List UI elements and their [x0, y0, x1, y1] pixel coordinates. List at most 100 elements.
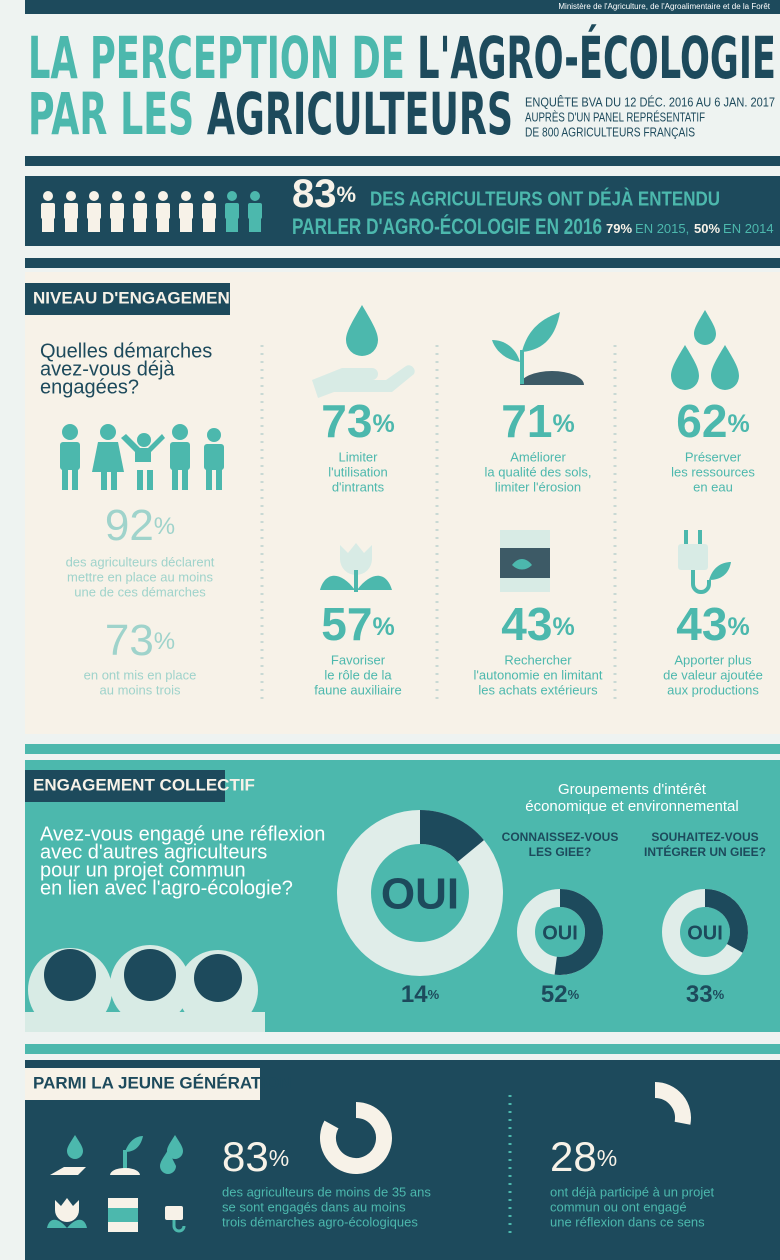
- percent-value: 73: [105, 616, 154, 665]
- action-label: Limiter: [338, 449, 378, 464]
- person-head: [112, 191, 122, 201]
- giee-question: CONNAISSEZ-VOUS: [502, 830, 619, 844]
- percent-value: 83: [222, 1133, 269, 1180]
- percent-sign: %: [154, 628, 175, 655]
- action-label: d'intrants: [332, 479, 385, 494]
- percent-sign: %: [269, 1145, 289, 1171]
- percent-sign: %: [372, 410, 394, 438]
- person-body: [133, 203, 147, 219]
- young-text: commun ou ont engagé: [550, 1199, 687, 1214]
- action-label: le rôle de la: [324, 667, 392, 682]
- person-body: [41, 203, 55, 219]
- percent-sign: %: [708, 221, 720, 236]
- person-body: [87, 203, 101, 219]
- percent-sign: %: [337, 182, 357, 207]
- stat-text: en ont mis en place: [84, 667, 197, 682]
- action-label: faune auxiliaire: [314, 682, 401, 697]
- giee-question: SOUHAITEZ-VOUS: [651, 830, 758, 844]
- stat-text: une de ces démarches: [74, 584, 206, 599]
- action-label: de valeur ajoutée: [663, 667, 763, 682]
- young-text: trois démarches agro-écologiques: [222, 1214, 418, 1229]
- person-head: [250, 191, 260, 201]
- person-legs: [226, 218, 238, 232]
- person-legs: [180, 218, 192, 232]
- action-label: Améliorer: [510, 449, 566, 464]
- young-text: ont déjà participé à un projet: [550, 1184, 714, 1199]
- person-legs: [203, 218, 215, 232]
- percent-value: 14: [401, 981, 428, 1008]
- donut-label: OUI: [687, 922, 723, 944]
- history-text: EN 2015,: [635, 221, 689, 236]
- action-label: en eau: [693, 479, 733, 494]
- person-body: [110, 203, 124, 219]
- infographic: Ministère de l'Agriculture, de l'Agroali…: [0, 0, 780, 1260]
- person-head: [204, 191, 214, 201]
- person-head: [89, 191, 99, 201]
- percent-sign: %: [620, 221, 632, 236]
- divider: [25, 258, 780, 268]
- action-label: l'utilisation: [328, 464, 388, 479]
- young-text: une réflexion dans ce sens: [550, 1214, 705, 1229]
- awareness-text: PARLER D'AGRO-ÉCOLOGIE EN 2016: [292, 214, 602, 239]
- action-label: les achats extérieurs: [478, 682, 598, 697]
- icon-faces: [25, 945, 265, 1032]
- percent-sign: %: [568, 987, 580, 1002]
- giee-title: Groupements d'intérêt: [558, 781, 707, 798]
- source: Ministère de l'Agriculture, de l'Agroali…: [558, 2, 770, 11]
- percent-sign: %: [597, 1145, 617, 1171]
- survey-line: DE 800 AGRICULTEURS FRANÇAIS: [525, 124, 695, 139]
- section-heading: NIVEAU D'ENGAGEMENT: [33, 288, 241, 307]
- percent-value: 73: [321, 395, 372, 447]
- person-body: [225, 203, 239, 219]
- awareness-history: 50%EN 2014: [694, 221, 774, 236]
- action-label: Apporter plus: [674, 652, 752, 667]
- person-body: [179, 203, 193, 219]
- percent-sign: %: [552, 410, 574, 438]
- percent-sign: %: [727, 613, 749, 641]
- percent-value: 43: [501, 598, 552, 650]
- action-label: Rechercher: [504, 652, 572, 667]
- percent-value: 43: [676, 598, 727, 650]
- person-legs: [157, 218, 169, 232]
- title-part: PAR LES: [28, 80, 207, 148]
- survey-line: AUPRÈS D'UN PANEL REPRÉSENTATIF: [525, 109, 705, 124]
- person-legs: [88, 218, 100, 232]
- percent-value: 50: [694, 221, 708, 236]
- percent-value: 33: [686, 981, 713, 1008]
- percent-value: 52: [541, 981, 568, 1008]
- awareness-history: 79%EN 2015,: [606, 221, 689, 236]
- young-text: des agriculteurs de moins de 35 ans: [222, 1184, 431, 1199]
- action-label: les ressources: [671, 464, 755, 479]
- percent-value: 62: [676, 395, 727, 447]
- person-head: [227, 191, 237, 201]
- giee-title: économique et environnemental: [525, 798, 738, 815]
- percent-value: 71: [501, 395, 552, 447]
- donut-label: OUI: [381, 870, 459, 919]
- percent-sign: %: [154, 513, 175, 540]
- survey-line: ENQUÊTE BVA DU 12 DÉC. 2016 AU 6 JAN. 20…: [525, 94, 775, 109]
- divider: [25, 744, 780, 754]
- action-label: limiter l'érosion: [495, 479, 581, 494]
- percent-sign: %: [428, 987, 440, 1002]
- percent-value: 92: [105, 501, 154, 550]
- section-heading: ENGAGEMENT COLLECTIF: [33, 775, 255, 794]
- percent-sign: %: [552, 613, 574, 641]
- stat-text: au moins trois: [100, 682, 181, 697]
- history-text: EN 2014: [723, 221, 774, 236]
- page: Ministère de l'Agriculture, de l'Agroali…: [0, 0, 780, 1260]
- person-head: [181, 191, 191, 201]
- percent-value: 57: [321, 598, 372, 650]
- percent-value: 28: [550, 1133, 597, 1180]
- percent-sign: %: [713, 987, 725, 1002]
- person-body: [202, 203, 216, 219]
- person-legs: [65, 218, 77, 232]
- person-body: [64, 203, 78, 219]
- title-part: AGRICULTEURS: [207, 80, 513, 148]
- donut-label: OUI: [542, 922, 578, 944]
- divider: [25, 1044, 780, 1054]
- stat-text: mettre en place au moins: [67, 569, 213, 584]
- person-legs: [249, 218, 261, 232]
- person-legs: [134, 218, 146, 232]
- percent-sign: %: [372, 613, 394, 641]
- percent-value: 79: [606, 221, 620, 236]
